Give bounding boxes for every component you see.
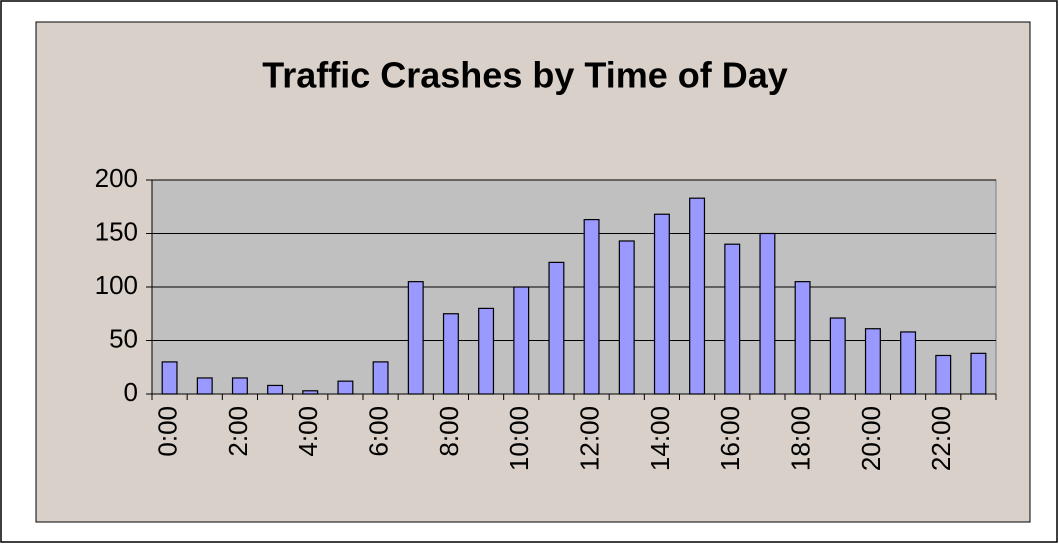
bar xyxy=(337,380,354,395)
bar xyxy=(161,361,178,395)
x-tick-label: 8:00 xyxy=(434,406,464,457)
y-tick-label: 50 xyxy=(109,323,138,353)
x-tick-label: 22:00 xyxy=(926,406,956,471)
bar xyxy=(689,197,706,395)
bar xyxy=(478,307,495,395)
x-tick-label: 18:00 xyxy=(785,406,815,471)
bar xyxy=(759,232,776,395)
x-tick-label: 14:00 xyxy=(645,406,675,471)
bar xyxy=(302,390,319,395)
bar xyxy=(231,377,248,395)
y-tick-label: 100 xyxy=(95,270,138,300)
x-tick-label: 4:00 xyxy=(293,406,323,457)
y-tick-label: 150 xyxy=(95,216,138,246)
x-tick-label: 16:00 xyxy=(715,406,745,471)
bar xyxy=(407,281,424,395)
bar xyxy=(196,377,213,395)
bar xyxy=(583,218,600,395)
bar xyxy=(548,261,565,395)
bar xyxy=(724,243,741,395)
chart-title: Traffic Crashes by Time of Day xyxy=(262,55,788,96)
x-tick-label: 0:00 xyxy=(152,406,182,457)
bar xyxy=(900,331,917,395)
y-tick-label: 200 xyxy=(95,163,138,193)
bar xyxy=(970,352,987,395)
bar xyxy=(442,313,459,395)
x-tick-label: 20:00 xyxy=(856,406,886,471)
bar xyxy=(267,384,284,395)
bar xyxy=(653,213,670,395)
bar xyxy=(829,317,846,395)
y-tick-label: 0 xyxy=(124,377,138,407)
x-tick-label: 12:00 xyxy=(574,406,604,471)
x-tick-label: 6:00 xyxy=(363,406,393,457)
bar xyxy=(794,281,811,395)
bar xyxy=(372,361,389,395)
bar xyxy=(513,286,530,395)
x-tick-label: 10:00 xyxy=(504,406,534,471)
x-tick-label: 2:00 xyxy=(223,406,253,457)
bar xyxy=(935,354,952,395)
bar xyxy=(864,328,881,395)
bar xyxy=(618,240,635,395)
